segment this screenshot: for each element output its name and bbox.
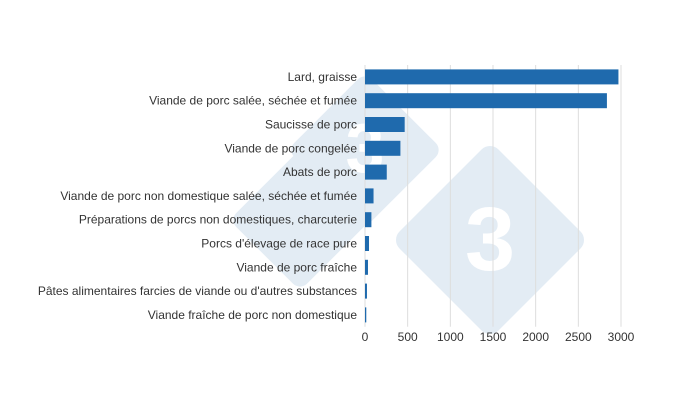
svg-text:3: 3 — [465, 190, 515, 290]
x-tick-label: 2500 — [565, 330, 592, 344]
x-tick-label: 3000 — [608, 330, 635, 344]
category-label: Abats de porc — [283, 165, 357, 179]
bar[interactable] — [365, 283, 367, 299]
bar[interactable] — [365, 164, 387, 180]
bar[interactable] — [365, 259, 368, 275]
x-tick-label: 2000 — [522, 330, 549, 344]
bar[interactable] — [365, 236, 370, 251]
x-tick-label: 1000 — [437, 330, 464, 344]
x-tick-label: 500 — [398, 330, 418, 344]
x-tick-label: 0 — [362, 330, 369, 344]
category-label: Viande de porc congelée — [224, 141, 357, 155]
bar[interactable] — [365, 93, 607, 109]
category-label: Viande de porc fraîche — [236, 260, 357, 274]
category-label: Lard, graisse — [288, 70, 358, 84]
category-label: Saucisse de porc — [265, 118, 357, 132]
category-label: Porcs d'élevage de race pure — [201, 237, 357, 251]
bar[interactable] — [365, 69, 619, 85]
bar[interactable] — [365, 117, 405, 132]
bar[interactable] — [365, 212, 372, 228]
bar[interactable] — [365, 188, 374, 204]
bar[interactable] — [365, 307, 367, 323]
category-label: Viande de porc salée, séchée et fumée — [149, 94, 357, 108]
x-tick-label: 1500 — [480, 330, 507, 344]
bar[interactable] — [365, 140, 401, 156]
watermark-logo: 3 3 — [233, 76, 585, 335]
category-label: Viande fraîche de porc non domestique — [148, 308, 358, 322]
category-label: Viande de porc non domestique salée, séc… — [60, 189, 357, 203]
category-label: Pâtes alimentaires farcies de viande ou … — [38, 284, 357, 298]
category-label: Préparations de porcs non domestiques, c… — [79, 213, 357, 227]
